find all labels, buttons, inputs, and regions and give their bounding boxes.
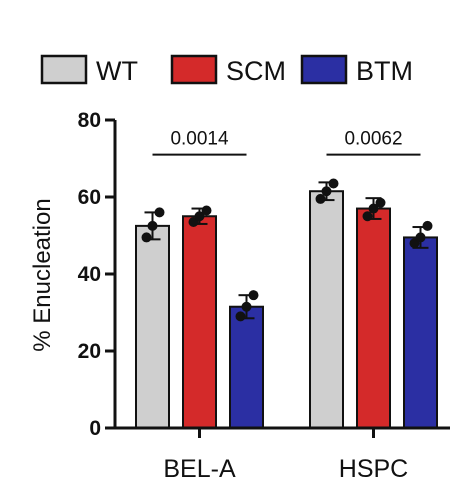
bar-bel-a-btm [229, 305, 264, 430]
data-point-hspc-scm [375, 197, 386, 208]
y-axis-label: % Enucleation [29, 198, 56, 351]
legend: WT SCM BTM [40, 54, 413, 86]
data-point-bel-a-scm [194, 211, 205, 222]
data-point-hspc-wt [328, 178, 339, 189]
data-point-hspc-wt [315, 193, 326, 204]
bar-hspc-scm [356, 207, 391, 429]
bar-hspc-wt [309, 190, 344, 429]
data-point-bel-a-wt [154, 207, 165, 218]
significance-annotations: 0.0014 0.0062 [152, 129, 421, 156]
y-tick-label-20: 20 [78, 340, 101, 363]
data-point-bel-a-wt [147, 220, 158, 231]
data-point-bel-a-scm [201, 205, 212, 216]
p-value-label-hspc: 0.0062 [344, 129, 402, 150]
y-tick-label-80: 80 [78, 109, 101, 132]
legend-swatch-btm [300, 54, 348, 85]
data-point-hspc-wt [321, 186, 332, 197]
bar-bel-a-wt [135, 224, 170, 429]
data-point-hspc-btm [422, 220, 433, 231]
x-axis: BEL-A HSPC [113, 426, 450, 483]
p-value-label-bel-a: 0.0014 [170, 129, 229, 150]
data-point-bel-a-btm [241, 301, 252, 312]
y-tick-label-40: 40 [78, 263, 101, 286]
data-point-hspc-scm [362, 211, 373, 222]
y-tick-label-60: 60 [78, 186, 101, 209]
x-tick-label-bel-a: BEL-A [163, 455, 236, 483]
y-tick-label-0: 0 [89, 417, 101, 440]
legend-swatch-scm [170, 54, 218, 85]
bar-bel-a-scm [182, 215, 217, 429]
data-point-bel-a-wt [141, 232, 152, 243]
data-point-hspc-scm [368, 203, 379, 214]
x-tick-label-hspc: HSPC [339, 455, 408, 483]
y-axis: 0 20 40 60 80 [78, 109, 117, 440]
legend-label-wt: WT [96, 56, 138, 86]
data-point-bel-a-btm [248, 290, 259, 301]
legend-swatch-wt [40, 54, 88, 85]
bar-hspc-btm [403, 236, 438, 429]
legend-label-scm: SCM [226, 56, 286, 86]
data-point-hspc-btm [415, 232, 426, 243]
data-point-bel-a-btm [235, 311, 246, 322]
legend-label-btm: BTM [356, 56, 413, 86]
bars [135, 178, 438, 430]
